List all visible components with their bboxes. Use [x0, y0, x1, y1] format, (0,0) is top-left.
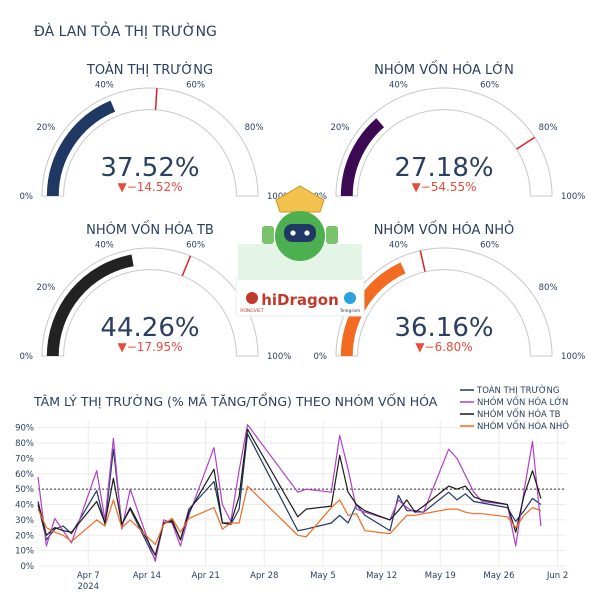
page-title: ĐÀ LAN TỎA THỊ TRƯỜNG — [34, 24, 217, 40]
gauge-delta: ▼−17.95% — [117, 340, 182, 354]
gauge-tick-label: 100% — [561, 352, 585, 362]
gauge-tick-label: 60% — [186, 81, 205, 91]
y-tick-label: 30% — [15, 516, 34, 526]
brand-name: hiDragon — [261, 291, 339, 309]
legend-label: NHÓM VỐN HÓA NHỎ — [477, 419, 569, 432]
gauge-bar — [46, 254, 134, 357]
x-tick-label: Apr 7 — [77, 571, 100, 581]
y-tick-label: 10% — [15, 547, 34, 557]
x-tick-label: Apr 14 — [133, 571, 161, 581]
rongviet-icon — [246, 292, 258, 304]
gauge-track — [335, 87, 553, 197]
gauge-tick-label: 0% — [20, 352, 34, 362]
telegram-icon — [344, 292, 356, 304]
gauge-tick-label: 40% — [389, 241, 408, 251]
y-tick-label: 80% — [15, 439, 34, 449]
legend-label: NHÓM VỐN HÓA LỚN — [477, 395, 568, 408]
robot-eye-icon — [290, 230, 296, 236]
telegram-label: Telegram — [339, 308, 361, 314]
gauge-title: NHÓM VỐN HÓA LỚN — [374, 61, 514, 78]
gauge-title: NHÓM VỐN HÓA NHỎ — [374, 221, 515, 238]
gauge-title: TOÀN THỊ TRƯỜNG — [86, 62, 213, 78]
gauge-tick-label: 100% — [267, 352, 291, 362]
gauge-title: NHÓM VỐN HÓA TB — [86, 221, 214, 238]
gauge-tick-label: 100% — [267, 192, 291, 202]
y-tick-label: 90% — [15, 424, 34, 434]
gauge-delta: ▼−6.80% — [415, 340, 472, 354]
gauge-tick-label: 80% — [245, 123, 264, 133]
gauge-tick-label: 0% — [314, 352, 328, 362]
x-tick-label: Apr 28 — [250, 571, 278, 581]
gauge-delta: ▼−14.52% — [117, 180, 182, 194]
gauge-tick-label: 60% — [480, 81, 499, 91]
gauge-tick-label: 20% — [36, 123, 55, 133]
gauge: 0%20%40%60%80%100%NHÓM VỐN HÓA NHỎ36.16%… — [314, 221, 586, 362]
series-line — [37, 424, 542, 563]
y-tick-label: 60% — [15, 470, 34, 480]
gauge-tick-label: 80% — [539, 283, 558, 293]
y-tick-label: 0% — [21, 562, 35, 572]
gauge: 0% 20% 40% 60% 80% 100% NHÓM VỐN HÓA LỚN 27.18%… — [314, 61, 586, 202]
gauge-tick-label: 80% — [539, 123, 558, 133]
series-line — [37, 433, 542, 561]
x-tick-label: May 19 — [425, 571, 456, 581]
robot-ear-icon — [262, 226, 274, 244]
gauge-tick-label: 20% — [330, 123, 349, 133]
y-tick-label: 20% — [15, 531, 34, 541]
gauge-tick-label: 40% — [95, 81, 114, 91]
gauge-bar — [340, 118, 385, 197]
x-tick-label: May 12 — [366, 571, 397, 581]
robot-eye-icon — [304, 230, 310, 236]
chart-title: TÂM LÝ THỊ TRƯỜNG (% MÃ TĂNG/TỔNG) THEO … — [33, 393, 438, 409]
series-line — [37, 428, 542, 556]
x-tick-label: May 5 — [310, 571, 336, 581]
gauge-bar — [46, 100, 116, 197]
gauge-value: 44.26% — [100, 313, 199, 343]
gauge-tick-label: 0% — [20, 192, 34, 202]
rongviet-label: RONGVIET — [240, 308, 264, 314]
y-tick-label: 50% — [15, 485, 34, 495]
gauge-threshold — [419, 250, 426, 272]
gauge-tick-label: 60% — [480, 241, 499, 251]
gauge-tick-label: 40% — [95, 241, 114, 251]
gauge-value: 37.52% — [100, 153, 199, 183]
gauge-value: 27.18% — [394, 153, 493, 183]
series-line — [37, 485, 542, 546]
gauge-tick-label: 20% — [36, 283, 55, 293]
legend-label: NHÓM VỐN HÓA TB — [477, 407, 561, 420]
x-tick-year-label: 2024 — [77, 582, 99, 592]
gauge: 0% 20% 40% 60% 80% 100% TOÀN THỊ TRƯỜNG 37.52%▼… — [20, 62, 292, 202]
robot-ear-icon — [326, 226, 338, 244]
x-tick-label: Jun 2 — [546, 571, 568, 581]
gauge-threshold — [154, 88, 158, 110]
gauge-tick-label: 0% — [314, 192, 328, 202]
gauge-tick-label: 100% — [561, 192, 585, 202]
gauge: 0%20%40%60%80%100%NHÓM VỐN HÓA TB44.26%▼… — [20, 221, 292, 362]
y-tick-label: 70% — [15, 454, 34, 464]
gauge-threshold — [516, 136, 536, 150]
gauge-value: 36.16% — [394, 313, 493, 343]
x-tick-label: Apr 21 — [192, 571, 220, 581]
gauge-delta: ▼−54.55% — [411, 180, 476, 194]
legend-label: TOÀN THỊ TRƯỜNG — [476, 384, 560, 396]
sentiment-line-chart: TÂM LÝ THỊ TRƯỜNG (% MÃ TĂNG/TỔNG) THEO … — [15, 384, 569, 592]
x-tick-label: May 26 — [483, 571, 514, 581]
gauge-tick-label: 60% — [186, 241, 205, 251]
helmet-icon — [275, 185, 325, 213]
gauge-tick-label: 40% — [389, 81, 408, 91]
robot-visor-icon — [284, 224, 316, 242]
gauge-threshold — [181, 255, 192, 277]
y-tick-label: 40% — [15, 501, 34, 511]
